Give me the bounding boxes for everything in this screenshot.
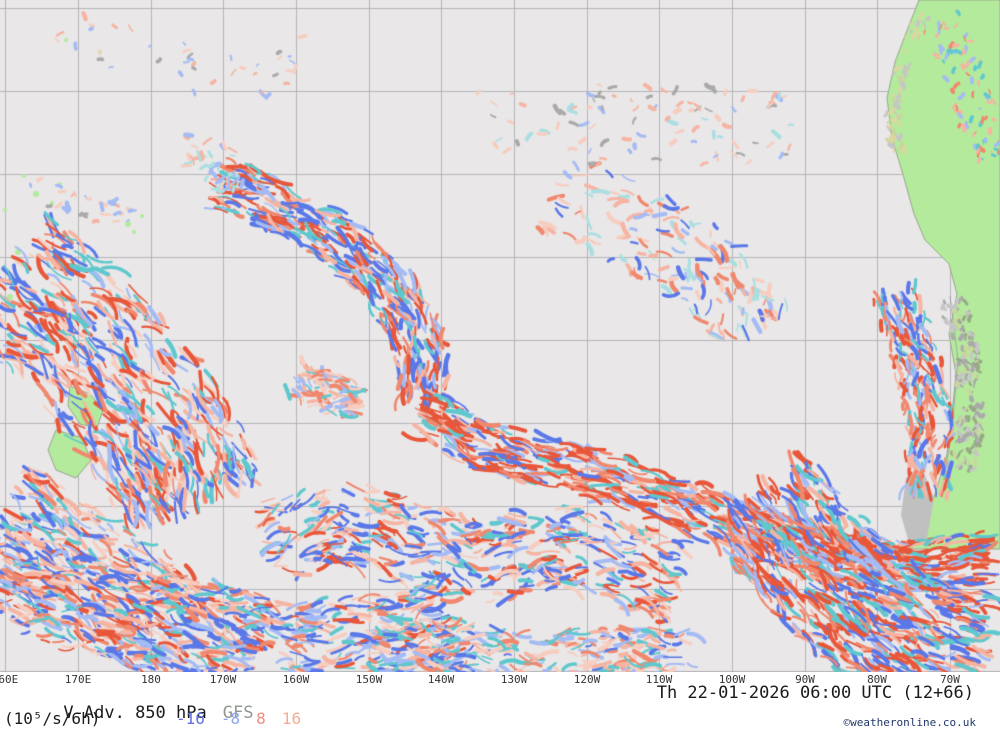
lon-label-150W: 150W bbox=[355, 673, 383, 686]
lon-label-90W: 90W bbox=[795, 673, 815, 686]
legend-value-16: 16 bbox=[281, 709, 302, 728]
legend-value-8: 8 bbox=[256, 709, 266, 728]
legend-value--16: -16 bbox=[176, 709, 205, 728]
lon-label-180: 180 bbox=[141, 673, 161, 686]
lon-label-160E: 160E bbox=[0, 673, 19, 686]
copyright-link[interactable]: ©weatheronline.co.uk bbox=[843, 716, 976, 729]
lon-label-100W: 100W bbox=[718, 673, 746, 686]
lon-label-70W: 70W bbox=[940, 673, 960, 686]
legend-value--8: -8 bbox=[220, 709, 241, 728]
lon-label-130W: 130W bbox=[500, 673, 528, 686]
color-legend: -16 -8 8 16 bbox=[176, 709, 317, 728]
map-title-line: V-Adv. 850 hPa GFS bbox=[2, 683, 253, 733]
map-title: V-Adv. 850 hPa bbox=[63, 703, 207, 723]
model-name: GFS bbox=[222, 703, 254, 723]
lon-label-110W: 110W bbox=[645, 673, 673, 686]
lon-label-160W: 160W bbox=[282, 673, 310, 686]
forecast-datetime: Th 22-01-2026 06:00 UTC (12+66) bbox=[656, 683, 974, 703]
units-label: (10⁵/s/6h) bbox=[4, 709, 101, 728]
lon-label-120W: 120W bbox=[573, 673, 601, 686]
lon-label-170E: 170E bbox=[64, 673, 92, 686]
map-footer: 160E 170E 180 170W 160W 150W 140W 130W 120W 110W 1… bbox=[0, 672, 1000, 733]
lon-label-80W: 80W bbox=[867, 673, 887, 686]
weather-map bbox=[0, 0, 1000, 672]
lon-label-140W: 140W bbox=[427, 673, 455, 686]
lon-label-170W: 170W bbox=[209, 673, 237, 686]
